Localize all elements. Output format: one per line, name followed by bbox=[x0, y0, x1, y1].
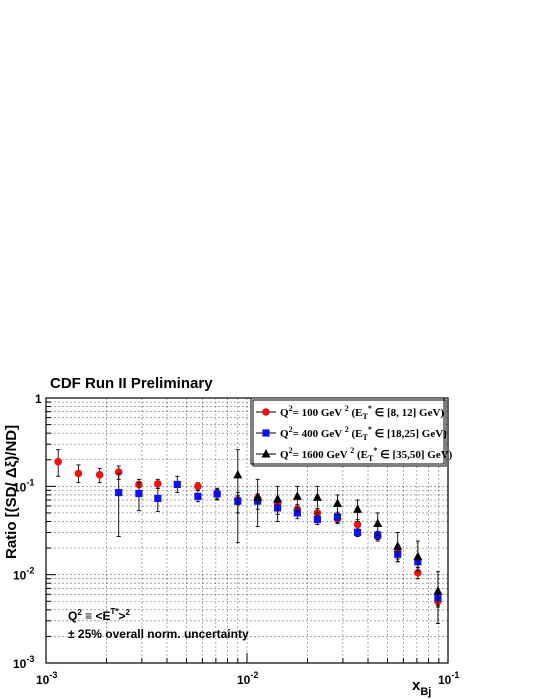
x-tick-label: 10-3 bbox=[36, 670, 57, 687]
data-point bbox=[233, 469, 243, 479]
data-point bbox=[213, 490, 221, 498]
data-point bbox=[333, 513, 342, 521]
legend: Q2= 100 GeV 2 (ET* ∈ [8, 12] GeV) Q2= 400… bbox=[250, 397, 453, 467]
data-point bbox=[413, 551, 423, 561]
data-point bbox=[353, 520, 362, 529]
data-point bbox=[393, 541, 403, 550]
data-point bbox=[353, 528, 362, 537]
legend-label: Q2= 100 GeV 2 (ET* ∈ [8, 12] GeV) bbox=[280, 404, 444, 421]
data-point bbox=[154, 479, 162, 488]
y-tick-label: 1 bbox=[35, 392, 42, 406]
data-point bbox=[173, 480, 181, 489]
annotations: Q2 ≡ <ET*>2 ± 25% overall norm. uncertain… bbox=[68, 607, 249, 641]
uncertainty-note: ± 25% overall norm. uncertainty bbox=[68, 627, 249, 641]
legend-marker bbox=[262, 429, 270, 437]
data-point bbox=[253, 492, 263, 501]
series-1 bbox=[115, 472, 442, 606]
data-point bbox=[194, 492, 202, 500]
data-point bbox=[114, 468, 123, 476]
data-point bbox=[373, 518, 383, 527]
y-tick-label: 10-1 bbox=[13, 477, 34, 494]
chart-title: CDF Run II Preliminary bbox=[50, 375, 213, 392]
data-point bbox=[312, 492, 322, 501]
data-points bbox=[54, 449, 443, 624]
data-point bbox=[433, 586, 443, 595]
legend-box bbox=[250, 397, 445, 465]
legend-label: Q2= 400 GeV 2 (ET* ∈ [18,25] GeV) bbox=[280, 425, 447, 442]
data-point bbox=[293, 509, 301, 517]
data-point bbox=[353, 504, 363, 513]
data-point bbox=[95, 471, 104, 479]
data-point bbox=[135, 489, 143, 498]
data-point bbox=[194, 482, 202, 491]
axes: 10-3 10-2 10-1 10-3 10-2 10-1 1 Ratio [(SD/ Δξ)… bbox=[3, 392, 459, 698]
x-tick-label: 10-2 bbox=[237, 670, 258, 687]
data-point bbox=[115, 488, 123, 497]
y-axis-label: Ratio [(SD/ Δξ)/ND] bbox=[3, 425, 20, 559]
series-2 bbox=[233, 449, 443, 624]
data-point bbox=[273, 493, 283, 503]
data-point bbox=[74, 469, 83, 478]
data-point bbox=[154, 494, 162, 503]
x-axis-label: xBj bbox=[412, 677, 431, 698]
y-tick-label: 10-2 bbox=[13, 566, 34, 583]
legend-marker bbox=[262, 408, 270, 416]
legend-label: Q2= 1600 GeV 2 (ET* ∈ [35,50] GeV) bbox=[280, 446, 453, 463]
q2-definition: Q2 ≡ <ET*>2 bbox=[68, 607, 131, 623]
legend-shadow bbox=[252, 399, 447, 467]
data-point bbox=[313, 516, 321, 524]
data-point bbox=[54, 457, 63, 466]
legend-marker bbox=[261, 449, 271, 458]
data-point bbox=[292, 491, 302, 500]
x-tick-label: 10-1 bbox=[438, 670, 459, 687]
data-point bbox=[333, 498, 343, 507]
y-tick-label: 10-3 bbox=[13, 654, 34, 671]
